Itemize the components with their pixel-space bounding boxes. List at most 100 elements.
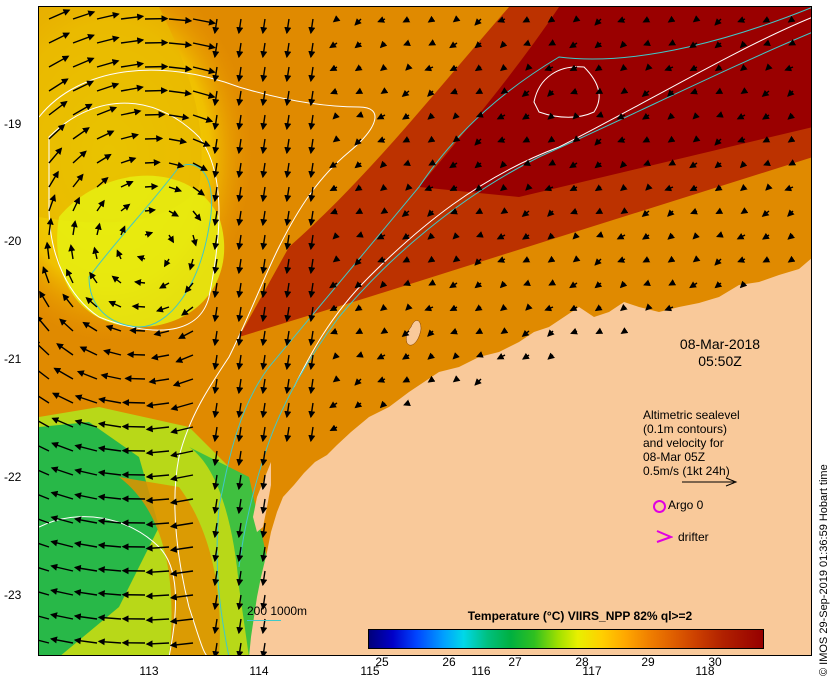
velocity-arrow [667, 135, 676, 143]
velocity-arrow [620, 87, 629, 94]
velocity-arrow [284, 282, 292, 299]
velocity-arrow [641, 209, 650, 217]
velocity-arrow [452, 255, 461, 263]
velocity-arrow [521, 209, 530, 217]
velocity-arrow [332, 15, 341, 23]
velocity-arrow [474, 281, 483, 289]
velocity-arrow [377, 16, 386, 23]
velocity-arrow [379, 40, 388, 49]
velocity-arrow [236, 138, 244, 155]
velocity-arrow [50, 490, 74, 500]
velocity-arrow [284, 162, 292, 179]
velocity-arrow [572, 15, 581, 23]
velocity-arrow [594, 18, 602, 26]
velocity-arrow [308, 258, 316, 275]
velocity-arrow [236, 354, 244, 371]
velocity-scale-label: 0.5m/s (1kt 24h) [643, 464, 730, 478]
velocity-arrow [329, 424, 338, 431]
velocity-arrow [212, 330, 220, 347]
velocity-arrow [596, 231, 604, 238]
depth-contour-key: 200 1000m [247, 604, 308, 618]
velocity-arrow [449, 64, 458, 71]
velocity-arrow [739, 280, 748, 289]
velocity-arrow [405, 303, 413, 311]
velocity-arrow [329, 41, 338, 49]
velocity-arrow [236, 378, 244, 395]
velocity-arrow [424, 304, 434, 312]
velocity-arrow [260, 402, 268, 419]
velocity-arrow [402, 112, 410, 120]
velocity-arrow [762, 16, 771, 23]
velocity-arrow [120, 61, 145, 68]
velocity-arrow [740, 63, 748, 72]
velocity-arrow [89, 271, 98, 284]
velocity-arrow [82, 321, 98, 332]
velocity-arrow [50, 466, 74, 476]
velocity-arrow [354, 184, 363, 192]
velocity-arrow [96, 59, 120, 68]
velocity-arrow [96, 82, 120, 92]
velocity-arrow [715, 87, 724, 94]
velocity-arrow [308, 282, 316, 299]
velocity-arrow [329, 64, 338, 71]
velocity-arrow [427, 329, 435, 337]
colorbar-title: Temperature (°C) VIIRS_NPP 82% ql>=2 [467, 609, 693, 623]
velocity-scale-arrow [682, 477, 738, 487]
velocity-arrow [260, 498, 268, 515]
observation-datetime: 08-Mar-2018 05:50Z [655, 336, 785, 370]
velocity-arrow [787, 232, 795, 240]
velocity-arrow [236, 258, 244, 275]
velocity-arrow [787, 89, 795, 97]
velocity-arrow [212, 282, 220, 299]
velocity-arrow [172, 378, 194, 387]
y-tick-label: -23 [4, 588, 22, 602]
velocity-arrow [39, 518, 50, 524]
velocity-arrow [145, 616, 170, 624]
velocity-arrow [450, 87, 458, 95]
velocity-arrow [119, 225, 126, 236]
velocity-arrow [236, 42, 244, 59]
velocity-arrow [521, 329, 530, 337]
velocity-arrow [260, 162, 268, 179]
velocity-arrow [403, 399, 411, 406]
warmest-water [419, 7, 811, 197]
velocity-arrow [212, 306, 220, 323]
velocity-arrow [645, 183, 653, 191]
velocity-arrow [476, 231, 484, 238]
velocity-arrow [145, 592, 170, 600]
orange-filament-sw [119, 477, 220, 655]
velocity-arrow [97, 421, 122, 428]
velocity-arrow [664, 64, 674, 72]
velocity-arrow [144, 135, 164, 143]
velocity-arrow [474, 304, 483, 312]
velocity-arrow [39, 445, 50, 452]
velocity-arrow [103, 348, 122, 356]
velocity-arrow [236, 498, 244, 515]
velocity-arrow [401, 209, 410, 217]
velocity-arrow [788, 39, 797, 46]
velocity-arrow [474, 18, 482, 26]
velocity-arrow [212, 114, 220, 131]
velocity-arrow [594, 184, 603, 192]
velocity-arrow [236, 546, 244, 563]
velocity-arrow [308, 90, 316, 107]
velocity-arrow [212, 570, 220, 587]
velocity-arrow [236, 594, 244, 611]
velocity-arrow [763, 159, 771, 166]
velocity-arrow [308, 210, 316, 227]
velocity-arrow [616, 113, 626, 120]
velocity-arrow [39, 290, 50, 308]
velocity-arrow [192, 210, 202, 222]
velocity-arrow [236, 450, 244, 467]
velocity-arrow [569, 41, 578, 49]
velocity-arrow [192, 138, 211, 147]
velocity-arrow [714, 184, 723, 192]
velocity-arrow [73, 564, 98, 572]
y-tick-label: -20 [4, 234, 22, 248]
argo-label: Argo 0 [668, 498, 704, 512]
velocity-arrow [236, 90, 244, 107]
sst-map[interactable] [38, 6, 812, 656]
velocity-arrow [355, 207, 364, 214]
velocity-arrow [523, 279, 531, 286]
velocity-arrow [74, 516, 98, 524]
